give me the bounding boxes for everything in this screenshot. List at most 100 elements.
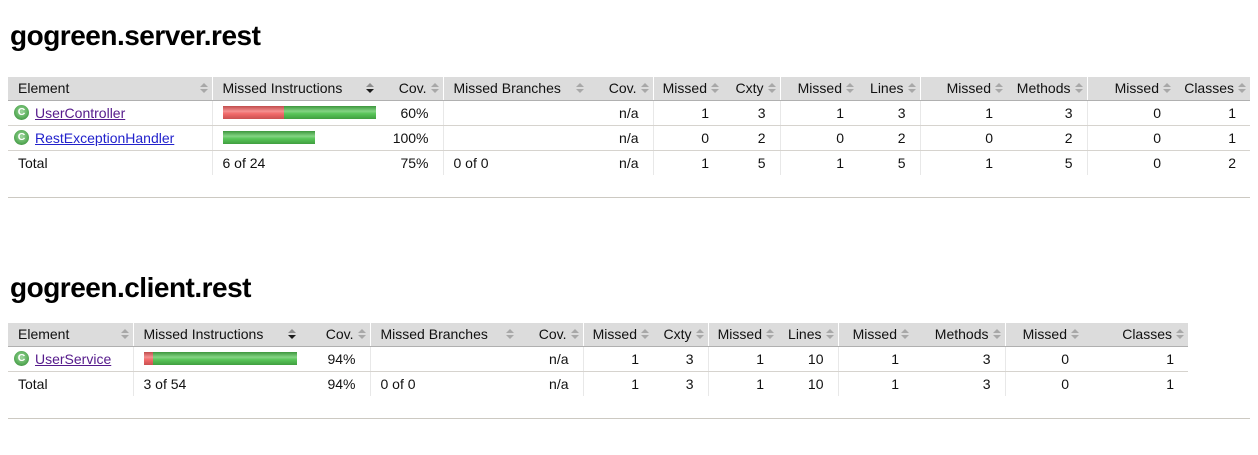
column-header-missed-instructions[interactable]: Missed Instructions [211, 77, 378, 101]
column-header-classes[interactable]: Classes [1175, 77, 1250, 101]
total-label-cell: Total [18, 375, 48, 392]
total-lines-cell: 5 [897, 154, 906, 171]
column-header-classes[interactable]: Classes [1083, 323, 1188, 347]
missed-methods-cell: 1 [837, 346, 913, 372]
methods-cell: 2 [1007, 125, 1087, 151]
column-label: Element [18, 80, 70, 97]
total-missed-branches-cell: 0 of 0 [442, 150, 588, 175]
total-cxty-cell: 5 [757, 154, 766, 171]
missed-instructions-cell [132, 346, 301, 372]
column-label: Missed [852, 326, 897, 343]
column-label: Missed Instructions [143, 326, 264, 343]
column-header-missed-instructions[interactable]: Missed Instructions [132, 323, 300, 347]
class-icon: C [14, 351, 29, 366]
sort-icon [641, 329, 649, 340]
total-cxty-cell: 3 [685, 375, 694, 392]
missed-methods-cell: 1 [919, 100, 1007, 126]
total-missed-branches-cell: 0 of 0 [369, 371, 518, 396]
total-row: Total 6 of 24 75% 0 of 0 n/a 1 5 1 5 1 5… [8, 150, 1250, 175]
sort-icon [570, 329, 579, 340]
column-header-lines[interactable]: Lines [858, 77, 920, 101]
total-missed-methods-cell: 1 [837, 371, 913, 396]
column-header-missed-lines[interactable]: Missed [779, 77, 858, 101]
total-missed-lines-cell: 1 [707, 371, 778, 396]
column-label: Methods [934, 326, 989, 343]
package-section-client-rest: gogreen.client.rest Element [8, 272, 1250, 419]
column-label: Cov. [608, 80, 637, 97]
column-header-cxty[interactable]: Cxty [653, 323, 708, 347]
total-instruction-cov-cell: 94% [327, 375, 356, 392]
column-label: Element [18, 326, 70, 343]
column-label: Cov. [325, 326, 354, 343]
column-header-missed-methods[interactable]: Missed [837, 323, 913, 347]
column-label: Classes [1122, 326, 1172, 343]
header-row: Element Missed Instructions Cov. [8, 77, 1250, 101]
methods-cell: 3 [913, 346, 1005, 372]
column-header-cxty[interactable]: Cxty [723, 77, 780, 101]
sort-icon [1074, 83, 1083, 94]
missed-instructions-cell [211, 125, 379, 151]
column-label: Missed [797, 80, 842, 97]
missed-cxty-cell: 1 [652, 100, 723, 126]
table-row: C UserController 60% n/a 1 3 1 3 1 3 [8, 100, 1250, 126]
column-label: Missed [717, 326, 762, 343]
missed-cxty-cell: 0 [652, 125, 723, 151]
column-header-methods[interactable]: Methods [1007, 77, 1087, 101]
column-header-missed-classes[interactable]: Missed [1004, 323, 1083, 347]
sort-icon [366, 83, 374, 94]
sort-icon [995, 83, 1003, 94]
coverage-bar [222, 131, 379, 144]
column-header-element[interactable]: Element [8, 323, 133, 347]
bar-covered [222, 131, 315, 144]
column-label: Classes [1184, 80, 1234, 97]
class-link[interactable]: RestExceptionHandler [35, 129, 175, 146]
column-header-branch-cov[interactable]: Cov. [588, 77, 653, 101]
sort-icon [992, 329, 1001, 340]
total-methods-cell: 3 [982, 375, 991, 392]
sort-icon [199, 83, 208, 94]
classes-cell: 1 [1175, 100, 1250, 126]
methods-cell: 3 [1007, 100, 1087, 126]
sort-icon [846, 83, 854, 94]
classes-cell: 1 [1083, 346, 1188, 372]
class-icon: C [14, 130, 29, 145]
coverage-table: Element Missed Instructions Cov. [8, 77, 1250, 175]
missed-lines-cell: 1 [779, 100, 858, 126]
total-row: Total 3 of 54 94% 0 of 0 n/a 1 3 1 10 1 … [8, 371, 1188, 396]
element-cell: C UserController [8, 100, 212, 126]
branch-cov-cell: n/a [588, 125, 653, 151]
package-section-server-rest: gogreen.server.rest Element [8, 20, 1250, 198]
column-header-element[interactable]: Element [8, 77, 212, 101]
column-header-methods[interactable]: Methods [913, 323, 1005, 347]
element-cell: C RestExceptionHandler [8, 125, 212, 151]
lines-cell: 2 [858, 125, 920, 151]
class-link[interactable]: UserService [35, 350, 112, 367]
column-header-missed-methods[interactable]: Missed [919, 77, 1007, 101]
column-header-branch-cov[interactable]: Cov. [518, 323, 583, 347]
cxty-cell: 3 [723, 100, 780, 126]
instruction-cov-cell: 100% [378, 125, 443, 151]
sort-icon [1071, 329, 1079, 340]
coverage-bar [143, 352, 301, 365]
column-label: Lines [788, 326, 822, 343]
bar-covered [283, 106, 376, 119]
column-header-instruction-cov[interactable]: Cov. [378, 77, 443, 101]
column-header-missed-lines[interactable]: Missed [707, 323, 778, 347]
column-label: Missed [592, 326, 637, 343]
total-missed-instructions-cell: 6 of 24 [211, 150, 378, 175]
column-header-missed-cxty[interactable]: Missed [652, 77, 723, 101]
class-icon: C [14, 105, 29, 120]
column-header-instruction-cov[interactable]: Cov. [300, 323, 370, 347]
total-branch-cov-cell: n/a [549, 375, 569, 392]
column-header-missed-classes[interactable]: Missed [1086, 77, 1175, 101]
column-header-missed-branches[interactable]: Missed Branches [442, 77, 588, 101]
column-header-missed-cxty[interactable]: Missed [582, 323, 653, 347]
column-header-missed-branches[interactable]: Missed Branches [369, 323, 518, 347]
sort-icon [576, 83, 584, 94]
column-header-lines[interactable]: Lines [778, 323, 838, 347]
class-link[interactable]: UserController [35, 104, 126, 121]
sort-icon [430, 83, 439, 94]
column-label: Missed [1114, 80, 1159, 97]
column-label: Missed [946, 80, 991, 97]
table-row: C RestExceptionHandler 100% n/a 0 2 0 2 … [8, 125, 1250, 151]
